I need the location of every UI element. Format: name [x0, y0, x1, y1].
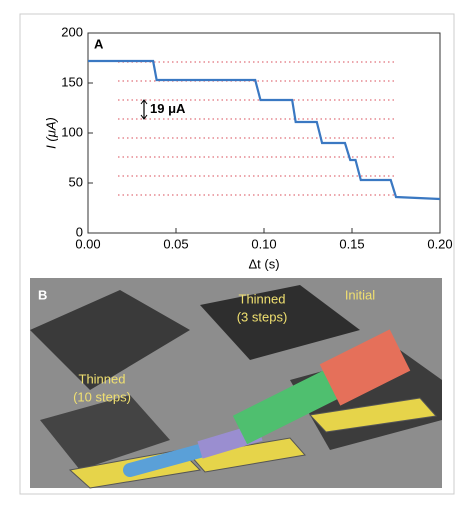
x-tick-label: 0.20	[427, 236, 452, 251]
y-tick-label: 50	[69, 174, 83, 189]
plot-area	[88, 33, 440, 233]
y-axis-label: I (μA)	[43, 117, 58, 149]
x-axis-label: Δt (s)	[248, 256, 279, 271]
nanotube-outer	[330, 350, 400, 385]
x-tick-label: 0.00	[75, 236, 100, 251]
page: {"chart_data": {"type": "line", "panel_l…	[0, 0, 474, 510]
y-tick-label: 150	[61, 74, 83, 89]
label: (10 steps)	[73, 389, 131, 404]
y-tick-label: 100	[61, 124, 83, 139]
label: Initial	[345, 287, 375, 302]
panel-label: A	[94, 36, 104, 51]
y-tick-label: 200	[61, 24, 83, 39]
panel-label: B	[38, 287, 47, 302]
annotation: 19 μA	[150, 101, 186, 116]
x-tick-label: 0.10	[251, 236, 276, 251]
label: Thinned	[239, 291, 286, 306]
label: Thinned	[79, 371, 126, 386]
x-tick-label: 0.05	[163, 236, 188, 251]
panel-b: B Thinned (3 steps) Initial Thinned (10 …	[30, 278, 442, 488]
x-tick-label: 0.15	[339, 236, 364, 251]
figure: B Thinned (3 steps) Initial Thinned (10 …	[0, 0, 474, 505]
label: (3 steps)	[237, 309, 288, 324]
